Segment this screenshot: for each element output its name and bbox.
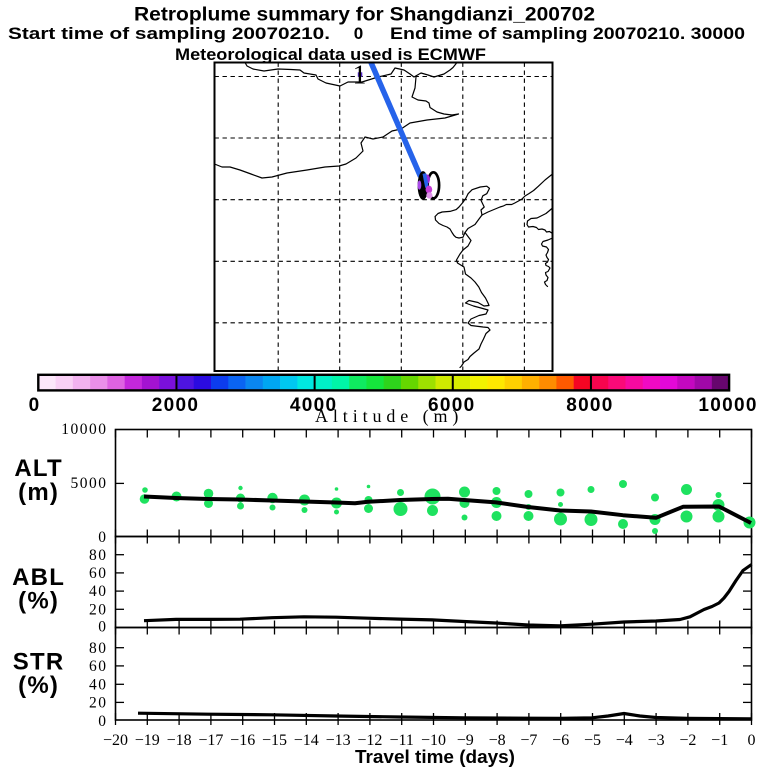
- svg-text:8000: 8000: [566, 395, 613, 416]
- svg-text:6000: 6000: [428, 395, 475, 416]
- svg-text:4000: 4000: [290, 395, 337, 416]
- svg-text:−13: −13: [326, 732, 351, 749]
- svg-text:60: 60: [89, 658, 108, 675]
- svg-text:−12: −12: [357, 732, 382, 749]
- svg-text:−1: −1: [711, 732, 728, 749]
- svg-text:Start time of sampling 2007021: Start time of sampling 20070210.: [8, 24, 330, 43]
- svg-text:5000: 5000: [71, 475, 108, 492]
- svg-text:40: 40: [89, 583, 108, 600]
- svg-text:−2: −2: [679, 732, 696, 749]
- svg-text:Altitude (m): Altitude (m): [315, 406, 463, 427]
- svg-text:−9: −9: [457, 732, 474, 749]
- svg-text:0: 0: [748, 732, 756, 749]
- svg-text:−3: −3: [648, 732, 665, 749]
- svg-text:−17: −17: [198, 732, 223, 749]
- svg-text:60: 60: [89, 565, 108, 582]
- svg-text:−16: −16: [230, 732, 255, 749]
- svg-text:ALT: ALT: [14, 455, 62, 482]
- svg-text:−10: −10: [421, 732, 446, 749]
- svg-text:−6: −6: [552, 732, 569, 749]
- svg-text:80: 80: [89, 547, 108, 564]
- svg-text:20: 20: [89, 695, 108, 712]
- svg-text:−20: −20: [103, 732, 128, 749]
- svg-text:0: 0: [98, 619, 107, 636]
- svg-text:STR: STR: [13, 649, 65, 676]
- svg-text:0: 0: [354, 24, 363, 43]
- svg-text:40: 40: [89, 676, 108, 693]
- svg-text:−8: −8: [489, 732, 506, 749]
- svg-text:Retroplume summary for Shangdi: Retroplume summary for Shangdianzi_20070…: [134, 4, 595, 26]
- svg-text:−4: −4: [616, 732, 633, 749]
- svg-text:−14: −14: [294, 732, 319, 749]
- svg-text:−19: −19: [135, 732, 160, 749]
- svg-text:(%): (%): [18, 588, 59, 615]
- svg-text:−5: −5: [584, 732, 601, 749]
- svg-text:(%): (%): [18, 672, 59, 699]
- svg-text:ABL: ABL: [12, 564, 65, 591]
- svg-text:Travel time (days): Travel time (days): [355, 747, 515, 767]
- svg-text:−15: −15: [262, 732, 287, 749]
- svg-text:0: 0: [29, 395, 41, 416]
- svg-text:10000: 10000: [698, 395, 757, 416]
- svg-text:1: 1: [353, 59, 367, 90]
- svg-text:End time of sampling 20070210.: End time of sampling 20070210. 30000: [390, 24, 745, 43]
- svg-text:−7: −7: [520, 732, 537, 749]
- svg-text:−11: −11: [389, 732, 413, 749]
- svg-text:0: 0: [98, 529, 107, 546]
- svg-text:10000: 10000: [61, 421, 107, 438]
- svg-text:Meteorological data used is EC: Meteorological data used is ECMWF: [175, 46, 486, 64]
- svg-text:80: 80: [89, 640, 108, 657]
- svg-text:20: 20: [89, 601, 108, 618]
- svg-text:(m): (m): [18, 479, 59, 506]
- svg-text:−18: −18: [167, 732, 192, 749]
- svg-text:2000: 2000: [152, 395, 199, 416]
- svg-text:0: 0: [98, 713, 107, 730]
